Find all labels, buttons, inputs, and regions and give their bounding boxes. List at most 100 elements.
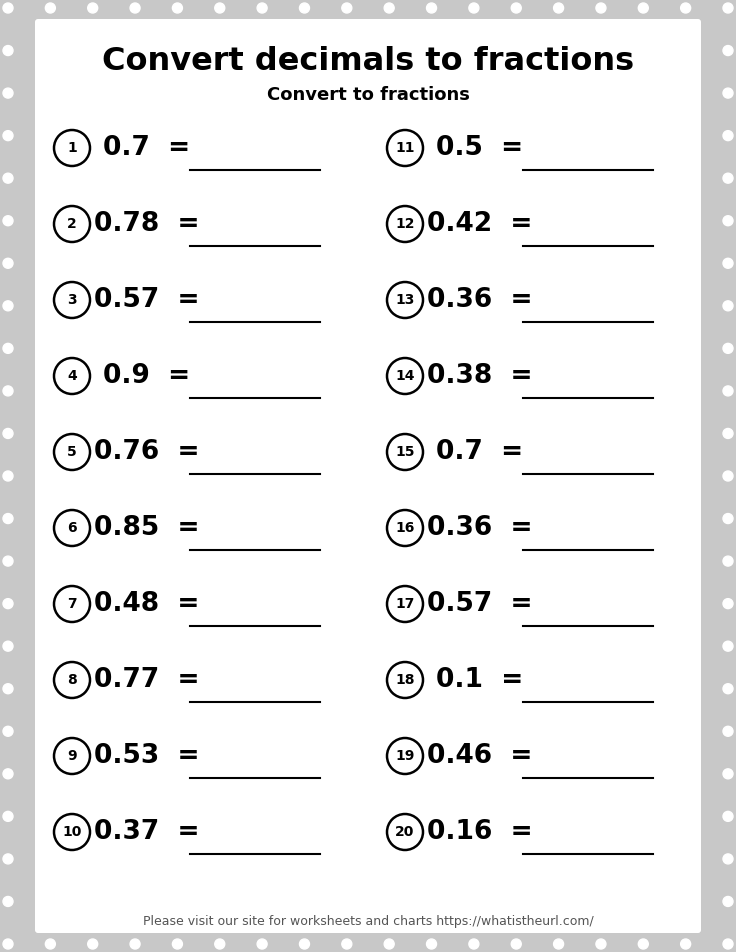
Circle shape — [512, 3, 521, 13]
Circle shape — [46, 3, 55, 13]
Circle shape — [723, 428, 733, 439]
Text: 2: 2 — [67, 217, 77, 231]
Text: 18: 18 — [395, 673, 415, 687]
Circle shape — [3, 599, 13, 608]
Circle shape — [3, 344, 13, 353]
Text: 9: 9 — [67, 749, 77, 763]
Circle shape — [469, 3, 479, 13]
Circle shape — [723, 173, 733, 183]
Circle shape — [723, 46, 733, 55]
Circle shape — [300, 939, 309, 949]
Circle shape — [3, 386, 13, 396]
Circle shape — [723, 726, 733, 736]
Circle shape — [3, 89, 13, 98]
Circle shape — [553, 3, 564, 13]
Text: 0.53  =: 0.53 = — [94, 743, 199, 769]
Circle shape — [723, 642, 733, 651]
Circle shape — [130, 3, 140, 13]
Text: Please visit our site for worksheets and charts https://whatistheurl.com/: Please visit our site for worksheets and… — [143, 916, 593, 928]
Circle shape — [681, 939, 690, 949]
Circle shape — [723, 89, 733, 98]
Circle shape — [596, 939, 606, 949]
Circle shape — [723, 386, 733, 396]
Circle shape — [88, 939, 98, 949]
Text: 0.57  =: 0.57 = — [428, 591, 533, 617]
Text: 0.7  =: 0.7 = — [104, 135, 191, 161]
Circle shape — [3, 769, 13, 779]
Circle shape — [46, 939, 55, 949]
Text: 16: 16 — [395, 521, 414, 535]
Circle shape — [469, 939, 479, 949]
Text: 12: 12 — [395, 217, 415, 231]
Text: 0.85  =: 0.85 = — [94, 515, 199, 541]
Circle shape — [342, 3, 352, 13]
Circle shape — [723, 344, 733, 353]
Text: 19: 19 — [395, 749, 414, 763]
Text: 0.37  =: 0.37 = — [94, 819, 199, 845]
Circle shape — [3, 428, 13, 439]
Circle shape — [3, 642, 13, 651]
Circle shape — [512, 939, 521, 949]
Circle shape — [215, 3, 224, 13]
Circle shape — [384, 3, 394, 13]
Circle shape — [300, 3, 309, 13]
Circle shape — [723, 3, 733, 13]
Text: 0.1  =: 0.1 = — [436, 667, 523, 693]
Circle shape — [723, 897, 733, 906]
Text: 0.16  =: 0.16 = — [427, 819, 533, 845]
Circle shape — [723, 599, 733, 608]
Circle shape — [3, 3, 13, 13]
Text: 0.57  =: 0.57 = — [94, 287, 199, 313]
Circle shape — [681, 3, 690, 13]
Circle shape — [723, 684, 733, 694]
Circle shape — [3, 513, 13, 524]
Circle shape — [723, 130, 733, 141]
Circle shape — [638, 3, 648, 13]
Circle shape — [3, 301, 13, 310]
Text: 0.42  =: 0.42 = — [428, 211, 533, 237]
Text: 10: 10 — [63, 825, 82, 839]
Circle shape — [3, 216, 13, 226]
Text: 0.48  =: 0.48 = — [94, 591, 199, 617]
Text: 6: 6 — [67, 521, 77, 535]
Circle shape — [3, 854, 13, 863]
Text: 11: 11 — [395, 141, 415, 155]
Text: 7: 7 — [67, 597, 77, 611]
Text: 15: 15 — [395, 445, 415, 459]
Circle shape — [427, 3, 436, 13]
Text: 20: 20 — [395, 825, 414, 839]
Text: 0.36  =: 0.36 = — [428, 287, 533, 313]
Text: 1: 1 — [67, 141, 77, 155]
Circle shape — [596, 3, 606, 13]
Circle shape — [3, 258, 13, 268]
Circle shape — [427, 939, 436, 949]
Circle shape — [3, 130, 13, 141]
Circle shape — [723, 556, 733, 566]
Text: 0.38  =: 0.38 = — [428, 363, 533, 389]
Text: 14: 14 — [395, 369, 415, 383]
Circle shape — [3, 684, 13, 694]
Text: 0.76  =: 0.76 = — [94, 439, 199, 465]
Circle shape — [3, 811, 13, 822]
Circle shape — [723, 301, 733, 310]
Text: Convert decimals to fractions: Convert decimals to fractions — [102, 47, 634, 77]
Circle shape — [3, 726, 13, 736]
Circle shape — [257, 3, 267, 13]
Circle shape — [342, 939, 352, 949]
Circle shape — [3, 897, 13, 906]
Circle shape — [553, 939, 564, 949]
Circle shape — [638, 939, 648, 949]
Text: 0.5  =: 0.5 = — [436, 135, 523, 161]
Text: 13: 13 — [395, 293, 414, 307]
Text: 3: 3 — [67, 293, 77, 307]
Circle shape — [172, 939, 183, 949]
FancyBboxPatch shape — [35, 19, 701, 933]
Circle shape — [723, 854, 733, 863]
Text: Convert to fractions: Convert to fractions — [266, 86, 470, 104]
Circle shape — [215, 939, 224, 949]
Circle shape — [723, 258, 733, 268]
Circle shape — [130, 939, 140, 949]
Text: 8: 8 — [67, 673, 77, 687]
Text: 4: 4 — [67, 369, 77, 383]
Circle shape — [723, 513, 733, 524]
